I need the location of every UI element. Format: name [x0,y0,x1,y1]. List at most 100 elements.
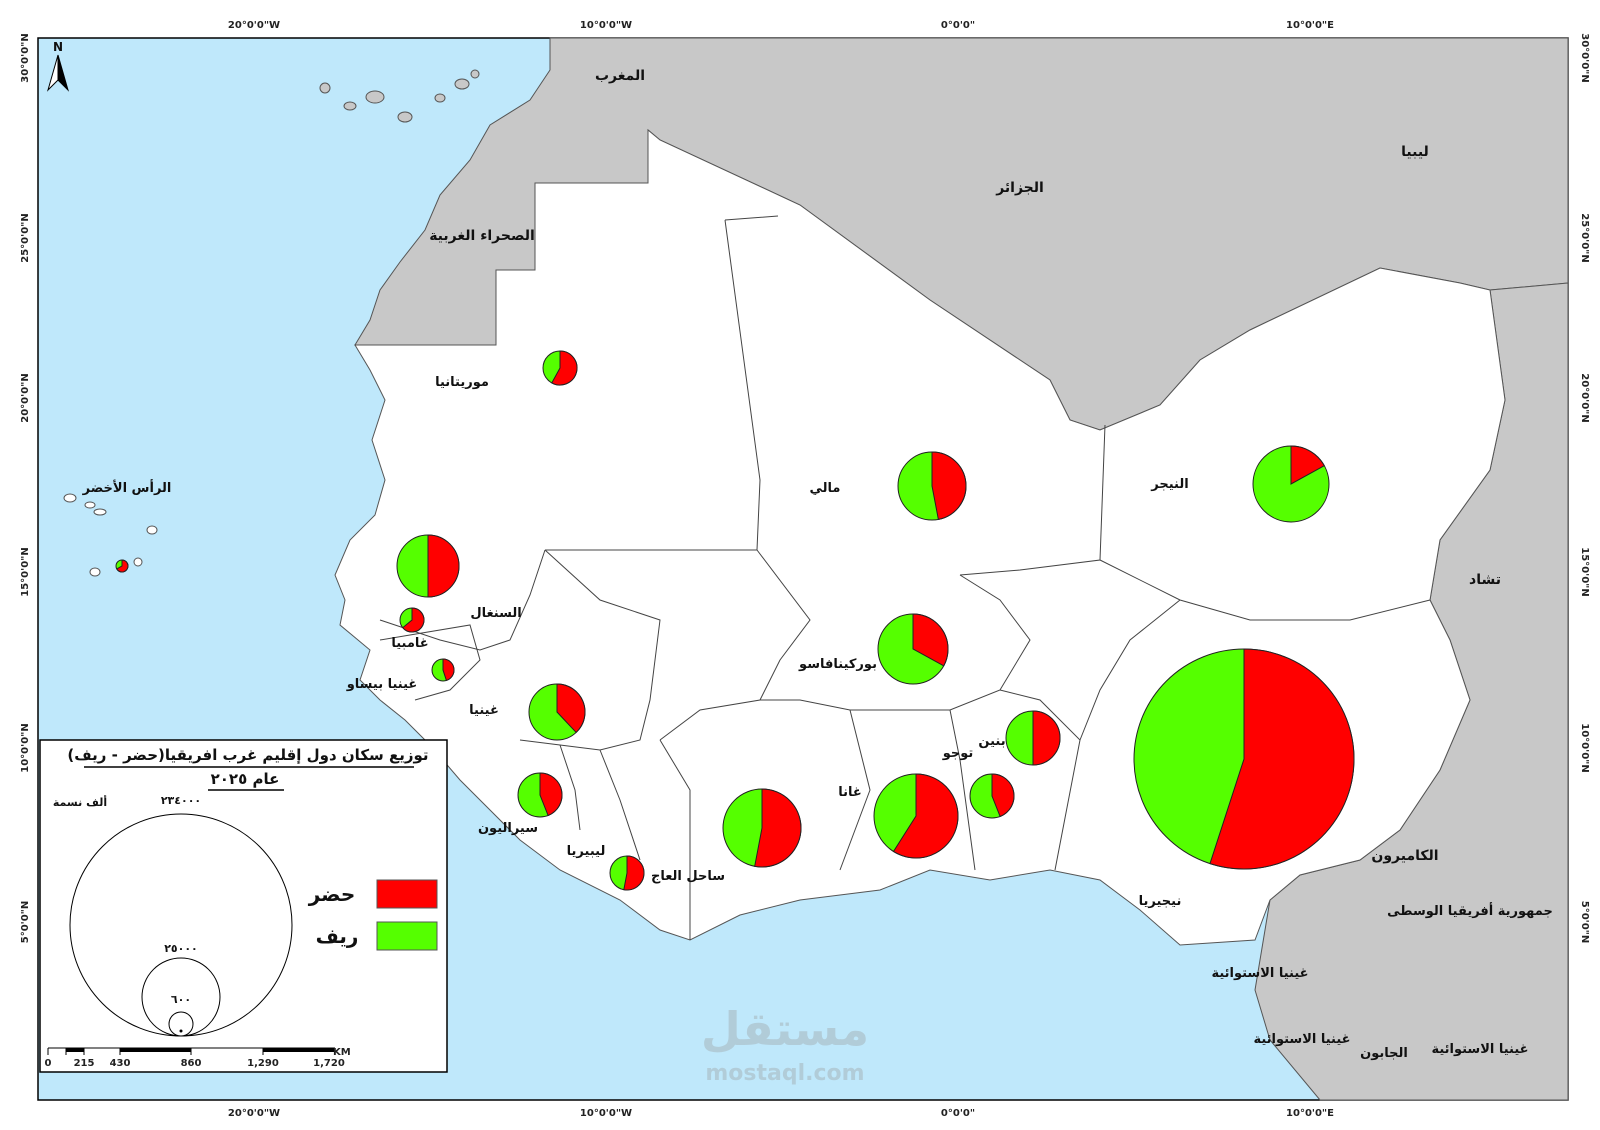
legend-rural-swatch [376,921,438,951]
svg-text:15°0'0"N: 15°0'0"N [20,547,31,596]
svg-text:10°0'0"E: 10°0'0"E [1286,20,1334,31]
country-labels: موريتانيا مالي النيجر الرأس الأخضر السنغ… [82,375,1189,909]
pie-charts [115,350,1355,891]
svg-text:215: 215 [74,1058,95,1069]
svg-text:20°0'0"W: 20°0'0"W [228,20,280,31]
pie-urban-slice [1032,710,1061,766]
pie-urban-slice [539,772,563,817]
cape-verde-islands [63,493,158,577]
svg-text:0: 0 [45,1058,52,1069]
legend-value-small: ٦٠٠ [171,993,191,1006]
pie-6 [431,658,455,682]
svg-text:0°0'0": 0°0'0" [941,1108,975,1119]
pie-urban-slice [442,658,455,682]
legend: توزيع سكان دول إقليم غرب افريقيا(حضر - ر… [39,739,448,1073]
pie-urban-slice [912,613,949,667]
north-arrow-icon: N [46,40,70,92]
pie-11 [722,788,802,868]
label-guinea-bissau: غينيا بيساو [346,677,418,692]
svg-text:5°0'0"N: 5°0'0"N [1579,901,1590,944]
svg-text:5°0'0"N: 5°0'0"N [20,901,31,944]
pie-urban-slice [623,855,645,891]
svg-text:mostaql.com: mostaql.com [705,1061,864,1086]
legend-unit: ألف نسمة [53,795,107,809]
legend-title: توزيع سكان دول إقليم غرب افريقيا(حضر - ر… [67,746,428,764]
pie-urban-slice [556,683,586,734]
pie-urban-slice [402,607,425,633]
pie-urban-slice [991,773,1015,818]
svg-text:25°0'0"N: 25°0'0"N [20,213,31,262]
label-gabon: الجابون [1360,1046,1408,1061]
legend-urban-label: حضر [308,882,356,906]
svg-text:860: 860 [181,1058,202,1069]
svg-text:1,290: 1,290 [247,1058,279,1069]
legend-value-large: ٢٣٤٠٠٠ [161,794,201,807]
pie-urban-slice [116,559,129,573]
label-chad: تشاد [1469,572,1501,588]
svg-text:10°0'0"W: 10°0'0"W [580,20,632,31]
label-ghana: غانا [838,785,862,800]
svg-text:15°0'0"N: 15°0'0"N [1579,547,1590,596]
svg-text:20°0'0"N: 20°0'0"N [20,373,31,422]
coordinate-labels-right: 30°0'0"N 25°0'0"N 20°0'0"N 15°0'0"N 10°0… [1579,33,1590,943]
canary-islands [319,69,480,123]
coordinate-labels-left: 30°0'0"N 25°0'0"N 20°0'0"N 15°0'0"N 10°0… [20,33,31,943]
scale-bar: 0 215 430 860 1,290 1,720 KM [45,1047,351,1069]
pie-10 [609,855,645,891]
label-morocco: المغرب [595,68,645,84]
pie-2 [1252,445,1330,523]
pie-8 [877,613,949,685]
svg-text:430: 430 [110,1058,131,1069]
legend-circle-small [168,1011,194,1037]
svg-text:N: N [53,40,63,54]
svg-text:30°0'0"N: 30°0'0"N [1579,33,1590,82]
label-burkina-faso: بوركينافاسو [798,657,877,672]
svg-text:10°0'0"N: 10°0'0"N [20,723,31,772]
label-togo: توجو [942,746,974,761]
label-sierra-leone: سيراليون [478,821,538,836]
label-western-sahara: الصحراء الغربية [429,228,535,244]
pie-urban-slice [551,350,578,386]
label-gambia: غامبيا [391,636,428,651]
pie-urban-slice [427,534,460,598]
label-equatorial-guinea-3: غينيا الاستوائية [1431,1042,1528,1057]
label-mali: مالي [810,481,841,496]
svg-text:مستقل: مستقل [701,1002,869,1056]
svg-text:30°0'0"N: 30°0'0"N [20,33,31,82]
pie-1 [897,451,967,521]
pie-0 [542,350,578,386]
pie-5 [399,607,425,633]
label-algeria: الجزائر [995,180,1044,196]
pie-3 [115,559,129,573]
legend-urban-swatch [376,879,438,909]
legend-year: عام ٢٠٢٥ [211,770,280,788]
label-guinea: غينيا [469,703,499,718]
pie-4 [396,534,460,598]
pie-urban-slice [1209,648,1355,870]
label-liberia: ليبيريا [567,844,606,859]
pie-9 [517,772,563,818]
pie-urban-slice [892,773,959,859]
svg-text:10°0'0"N: 10°0'0"N [1579,723,1590,772]
label-central-african-republic: جمهورية أفريقيا الوسطى [1387,902,1553,919]
svg-text:KM: KM [333,1047,351,1058]
svg-text:20°0'0"N: 20°0'0"N [1579,373,1590,422]
label-mauritania: موريتانيا [435,375,489,390]
coordinate-labels-top: 20°0'0"W 10°0'0"W 0°0'0" 10°0'0"E [228,20,1334,31]
pie-13 [969,773,1015,819]
svg-text:25°0'0"N: 25°0'0"N [1579,213,1590,262]
svg-text:10°0'0"E: 10°0'0"E [1286,1108,1334,1119]
legend-rural-label: ريف [316,924,359,948]
label-ivory-coast: ساحل العاج [651,869,725,884]
label-nigeria: نيجيريا [1139,894,1182,909]
label-equatorial-guinea-2: غينيا الاستوائية [1253,1032,1350,1047]
coordinate-labels-bottom: 20°0'0"W 10°0'0"W 0°0'0" 10°0'0"E [228,1108,1334,1119]
pie-urban-slice [931,451,967,520]
svg-text:20°0'0"W: 20°0'0"W [228,1108,280,1119]
svg-text:0°0'0": 0°0'0" [941,20,975,31]
country-borders [379,215,1431,940]
label-libya: ليبيا [1401,144,1429,160]
pie-15 [1133,648,1355,870]
pie-7 [528,683,586,741]
